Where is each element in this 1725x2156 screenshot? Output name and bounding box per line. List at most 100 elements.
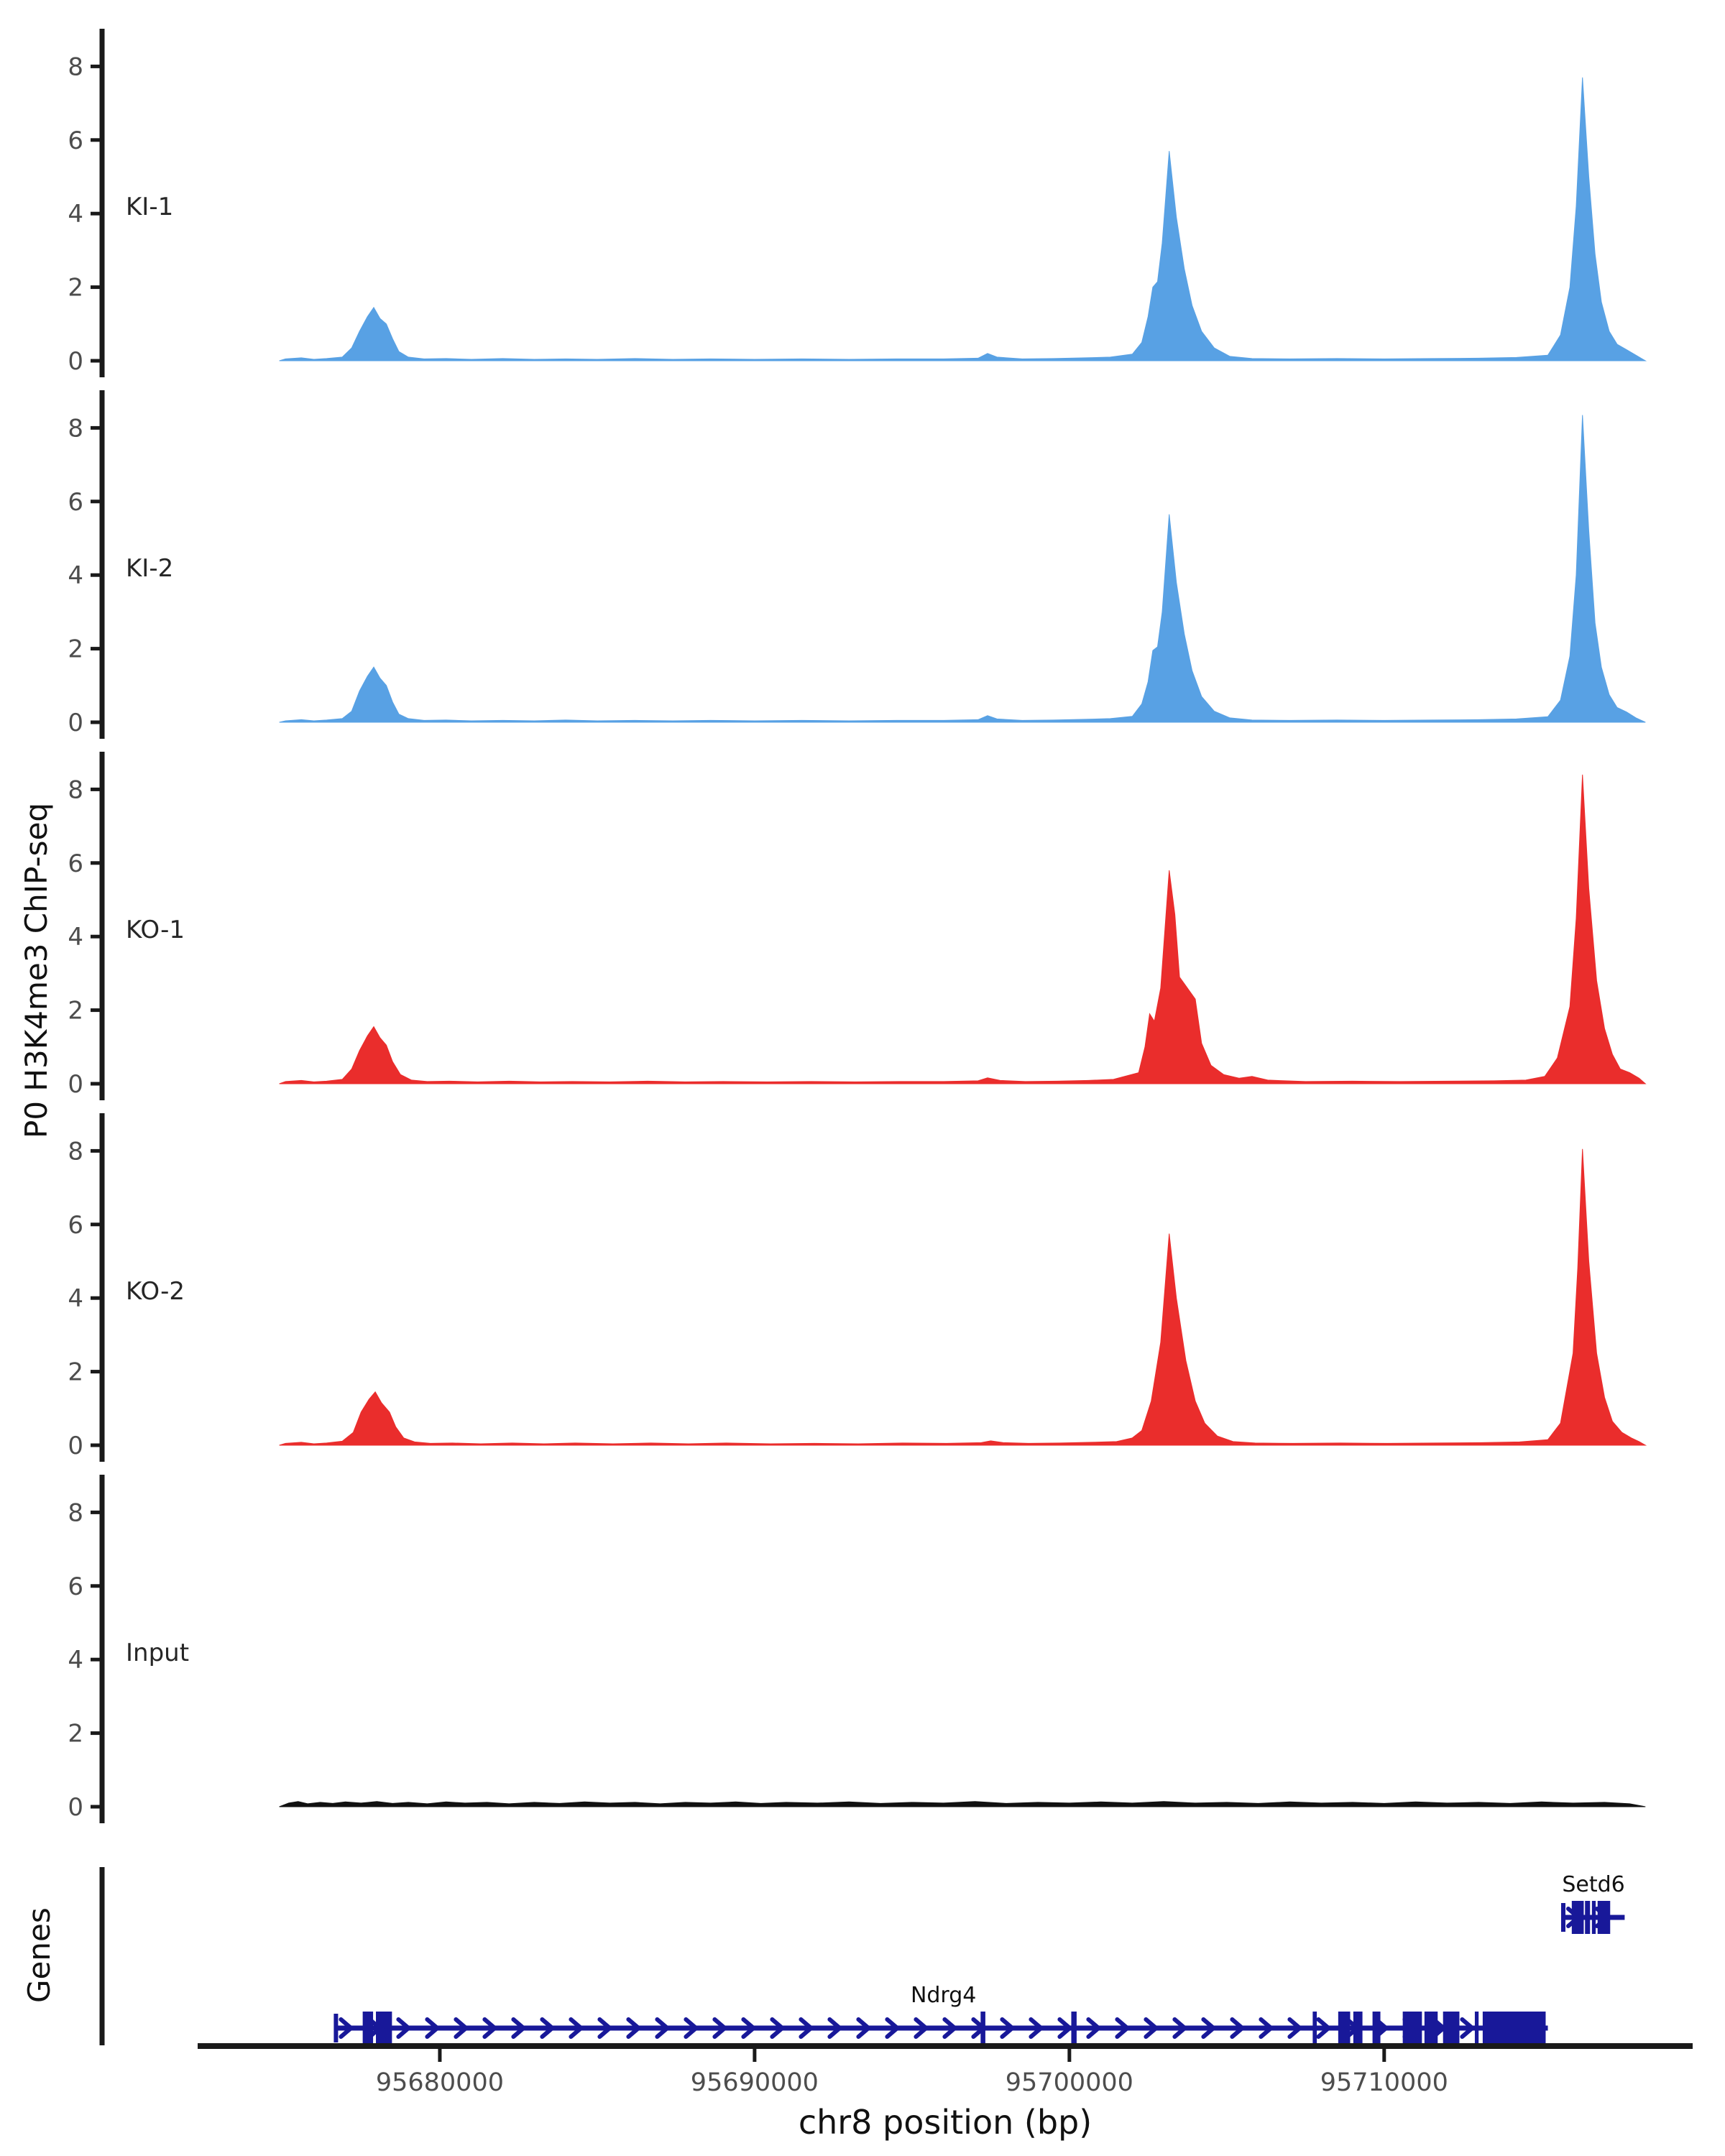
track-KO-2: 0 2 4 6 8 KO-2 xyxy=(68,1113,1647,1462)
y-tick-label: 4 xyxy=(68,1284,83,1313)
strand-arrow-icon xyxy=(339,2017,354,2039)
track-label-KI-1: KI-1 xyxy=(126,193,173,221)
signal-area-Input xyxy=(279,1801,1646,1807)
y-tick-label: 6 xyxy=(68,1572,83,1601)
x-axis: 95680000 95690000 95700000 95710000 xyxy=(198,2043,1693,2097)
y-tick-label: 2 xyxy=(68,1358,83,1387)
y-tick-label: 8 xyxy=(68,775,83,804)
strand-arrow-icon xyxy=(741,2017,756,2039)
exon-box xyxy=(362,2012,374,2045)
exon-box xyxy=(1071,2012,1077,2045)
exon-box xyxy=(1443,2012,1460,2045)
strand-arrow-icon xyxy=(885,2017,900,2039)
track-label-KO-2: KO-2 xyxy=(126,1277,185,1306)
strand-arrow-icon xyxy=(1460,2017,1475,2039)
y-tick-label: 8 xyxy=(68,52,83,81)
signal-area-KO-1 xyxy=(279,774,1647,1084)
y-tick-label: 0 xyxy=(68,709,83,737)
strand-arrow-icon xyxy=(597,2017,612,2039)
gene-label-Ndrg4: Ndrg4 xyxy=(911,1983,976,2008)
exon-box xyxy=(376,2012,392,2045)
gene-Setd6: Setd6 xyxy=(1560,1872,1625,1934)
strand-arrow-icon xyxy=(1172,2017,1187,2039)
y-axis-label: P0 H3K4me3 ChIP-seq xyxy=(19,802,54,1138)
y-tick-label: 0 xyxy=(68,1070,83,1099)
strand-arrow-icon xyxy=(396,2017,411,2039)
y-tick-label: 0 xyxy=(68,1432,83,1460)
gene-panel: Setd6 Ndrg4 xyxy=(99,1867,1625,2045)
track-KI-2: 0 2 4 6 8 KI-2 xyxy=(68,390,1646,739)
x-tick-label: 95680000 xyxy=(376,2068,504,2097)
strand-arrow-icon xyxy=(827,2017,842,2039)
exon-box xyxy=(1591,1901,1596,1934)
exon-box xyxy=(980,2012,985,2045)
strand-arrow-icon xyxy=(1057,2017,1072,2039)
exon-box xyxy=(1571,1901,1584,1934)
track-label-KO-1: KO-1 xyxy=(126,916,185,944)
gene-Ndrg4: Ndrg4 xyxy=(334,1983,1548,2045)
signal-area-KO-2 xyxy=(279,1148,1647,1446)
track-label-Input: Input xyxy=(126,1639,189,1667)
y-tick-label: 2 xyxy=(68,635,83,664)
exon-box xyxy=(1474,2012,1479,2045)
exon-box xyxy=(1402,2012,1422,2045)
exon-box xyxy=(1353,2012,1363,2045)
exon-box xyxy=(1585,1901,1591,1934)
y-tick-label: 4 xyxy=(68,561,83,590)
y-tick-label: 0 xyxy=(68,1793,83,1822)
exon-box xyxy=(1338,2012,1351,2045)
strand-arrow-icon xyxy=(1086,2017,1101,2039)
y-tick-label: 6 xyxy=(68,1211,83,1240)
strand-arrow-icon xyxy=(770,2017,785,2039)
strand-arrow-icon xyxy=(1000,2017,1015,2039)
x-axis-title: chr8 position (bp) xyxy=(798,2103,1092,2142)
signal-area-KI-2 xyxy=(279,415,1646,723)
strand-arrow-icon xyxy=(1201,2017,1216,2039)
y-tick-label: 2 xyxy=(68,1720,83,1749)
strand-arrow-icon xyxy=(684,2017,699,2039)
signal-area-KI-1 xyxy=(279,77,1647,361)
x-tick-label: 95710000 xyxy=(1320,2068,1448,2097)
x-tick-label: 95690000 xyxy=(691,2068,819,2097)
strand-arrow-icon xyxy=(1029,2017,1044,2039)
y-tick-label: 2 xyxy=(68,997,83,1026)
strand-arrow-icon xyxy=(1259,2017,1274,2039)
strand-arrow-icon xyxy=(799,2017,814,2039)
x-tick-label: 95700000 xyxy=(1006,2068,1133,2097)
track-label-KI-2: KI-2 xyxy=(126,554,173,583)
strand-arrow-icon xyxy=(914,2017,929,2039)
y-tick-label: 2 xyxy=(68,274,83,303)
y-tick-label: 0 xyxy=(68,347,83,376)
y-tick-label: 4 xyxy=(68,923,83,952)
exon-box xyxy=(1597,1901,1611,1934)
track-Input: 0 2 4 6 8 Input xyxy=(68,1475,1646,1823)
strand-arrow-icon xyxy=(712,2017,727,2039)
strand-arrow-icon xyxy=(569,2017,584,2039)
strand-arrow-icon xyxy=(511,2017,526,2039)
strand-arrow-icon xyxy=(1230,2017,1245,2039)
genes-axis-label: Genes xyxy=(22,1907,57,2004)
strand-arrow-icon xyxy=(482,2017,497,2039)
strand-arrow-icon xyxy=(454,2017,469,2039)
strand-arrow-icon xyxy=(1316,2017,1331,2039)
y-tick-label: 6 xyxy=(68,488,83,517)
strand-arrow-icon xyxy=(1287,2017,1302,2039)
y-tick-label: 8 xyxy=(68,414,83,443)
exon-box xyxy=(1482,2012,1546,2045)
y-tick-label: 4 xyxy=(68,200,83,229)
exon-box xyxy=(1424,2012,1438,2045)
exon-box xyxy=(1312,2012,1317,2045)
gene-label-Setd6: Setd6 xyxy=(1562,1872,1624,1897)
strand-arrow-icon xyxy=(425,2017,440,2039)
y-tick-label: 8 xyxy=(68,1498,83,1527)
strand-arrow-icon xyxy=(1115,2017,1130,2039)
y-tick-label: 4 xyxy=(68,1646,83,1674)
track-KI-1: 0 2 4 6 8 KI-1 xyxy=(68,29,1647,377)
strand-arrow-icon xyxy=(1144,2017,1159,2039)
strand-arrow-icon xyxy=(655,2017,670,2039)
y-tick-label: 6 xyxy=(68,126,83,155)
strand-arrow-icon xyxy=(626,2017,641,2039)
y-tick-label: 6 xyxy=(68,849,83,878)
